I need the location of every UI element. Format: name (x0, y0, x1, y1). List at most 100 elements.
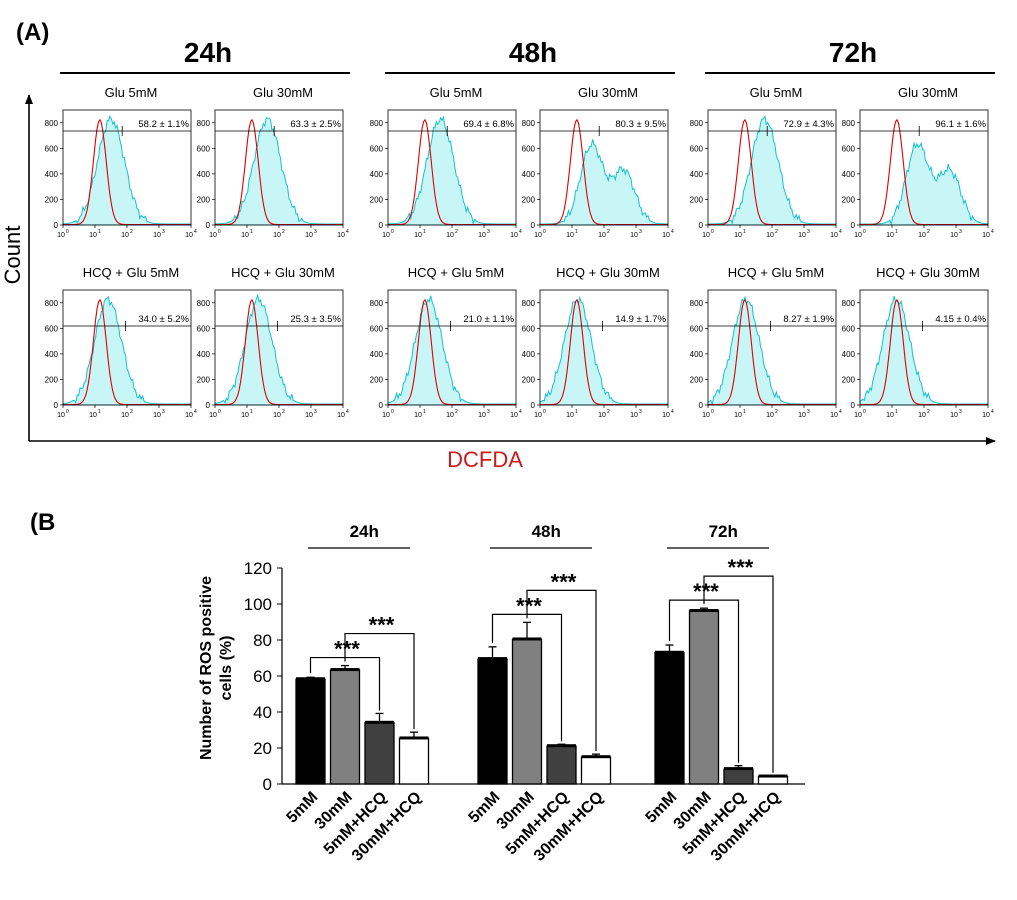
sample-histogram (539, 139, 669, 226)
histogram-title: HCQ + Glu 30mM (556, 265, 660, 280)
y-tick-label: 200 (690, 195, 704, 204)
y-tick-label: 200 (842, 375, 856, 384)
x-tick-label: 10 (57, 232, 65, 239)
bar-group-title: 72h (709, 522, 738, 541)
y-tick-label: 400 (45, 170, 59, 179)
x-tick-label: 10 (185, 232, 193, 239)
y-tick-label: 0 (54, 221, 59, 230)
x-tick-label: 10 (950, 412, 958, 419)
y-tick-label: 0 (206, 401, 211, 410)
x-tick-label: 10 (534, 232, 542, 239)
x-tick-label: 10 (734, 232, 742, 239)
x-tick-exponent: 3 (959, 409, 962, 415)
significance-bracket (703, 575, 774, 773)
significance-stars: *** (693, 579, 719, 604)
x-tick-exponent: 3 (639, 409, 642, 415)
control-histogram (215, 298, 343, 406)
bar-y-tick-label: 60 (253, 667, 272, 686)
significance-stars: *** (369, 613, 395, 638)
bar-top-edge (655, 650, 684, 654)
control-histogram (63, 118, 191, 226)
y-tick-label: 200 (370, 195, 384, 204)
gate-percentage: 58.2 ± 1.1% (138, 119, 189, 130)
significance-bracket (344, 632, 415, 730)
bar-top-edge (724, 767, 753, 771)
x-tick-label: 10 (598, 412, 606, 419)
panel-a-label: (A) (16, 19, 49, 46)
y-tick-label: 0 (851, 401, 856, 410)
y-tick-label: 600 (842, 144, 856, 153)
sample-histogram (859, 141, 989, 226)
x-tick-exponent: 4 (194, 229, 197, 235)
y-tick-label: 0 (379, 401, 384, 410)
x-tick-exponent: 3 (314, 409, 317, 415)
x-tick-label: 10 (414, 232, 422, 239)
x-tick-exponent: 1 (895, 409, 898, 415)
x-tick-exponent: 2 (607, 229, 610, 235)
x-tick-exponent: 3 (162, 229, 165, 235)
x-tick-label: 10 (766, 232, 774, 239)
bar-y-tick-label: 0 (263, 775, 272, 794)
x-tick-label: 10 (305, 232, 313, 239)
control-histogram (215, 118, 343, 226)
x-tick-label: 10 (382, 232, 390, 239)
x-tick-label: 10 (305, 412, 313, 419)
histogram-title: HCQ + Glu 30mM (876, 265, 980, 280)
y-tick-label: 600 (370, 144, 384, 153)
y-tick-label: 400 (370, 350, 384, 359)
y-tick-label: 200 (197, 375, 211, 384)
x-tick-exponent: 4 (839, 409, 842, 415)
y-tick-label: 400 (522, 170, 536, 179)
x-tick-exponent: 0 (543, 409, 546, 415)
x-tick-label: 10 (982, 412, 990, 419)
control-histogram (860, 118, 988, 226)
gate-percentage: 21.0 ± 1.1% (463, 314, 514, 325)
x-tick-exponent: 2 (455, 409, 458, 415)
x-tick-label: 10 (121, 412, 129, 419)
x-tick-label: 10 (662, 232, 670, 239)
bar (511, 638, 543, 785)
x-tick-exponent: 0 (391, 409, 394, 415)
histogram-title: HCQ + Glu 5mM (408, 265, 504, 280)
y-tick-label: 200 (690, 375, 704, 384)
x-tick-label: 10 (950, 232, 958, 239)
x-tick-label: 10 (121, 232, 129, 239)
bar (295, 678, 326, 785)
y-tick-label: 800 (45, 119, 59, 128)
x-tick-label: 10 (830, 412, 838, 419)
x-tick-label: 10 (414, 412, 422, 419)
x-tick-label: 10 (734, 412, 742, 419)
significance-stars: *** (551, 569, 577, 594)
x-tick-exponent: 2 (927, 409, 930, 415)
histogram-title: HCQ + Glu 30mM (231, 265, 335, 280)
x-tick-exponent: 4 (671, 409, 674, 415)
bar-top-edge (330, 668, 360, 672)
x-tick-exponent: 3 (487, 229, 490, 235)
y-tick-label: 200 (197, 195, 211, 204)
y-tick-label: 400 (690, 350, 704, 359)
x-tick-label: 10 (702, 412, 710, 419)
gate-percentage: 96.1 ± 1.6% (935, 119, 986, 130)
significance-stars: *** (516, 593, 542, 618)
x-tick-exponent: 1 (98, 409, 101, 415)
significance-stars: *** (728, 555, 754, 580)
x-tick-exponent: 2 (130, 229, 133, 235)
x-tick-label: 10 (185, 412, 193, 419)
x-tick-label: 10 (566, 412, 574, 419)
bar-y-tick-label: 80 (253, 631, 272, 650)
x-tick-exponent: 3 (807, 409, 810, 415)
y-tick-label: 200 (45, 375, 59, 384)
x-tick-exponent: 0 (711, 229, 714, 235)
histogram-title: Glu 30mM (578, 85, 638, 100)
x-tick-label: 10 (798, 412, 806, 419)
y-tick-label: 400 (842, 170, 856, 179)
x-tick-label: 10 (630, 232, 638, 239)
bar-y-tick-label: 120 (244, 559, 272, 578)
bar (329, 669, 361, 785)
bar-y-tick-label: 100 (244, 595, 272, 614)
